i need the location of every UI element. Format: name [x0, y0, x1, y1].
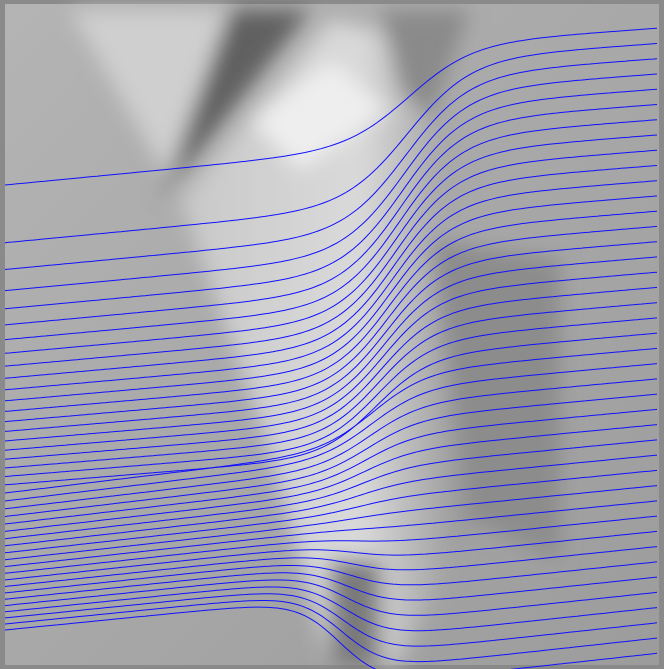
page: (() => { const g = document.getElementBy…: [0, 0, 664, 669]
streamline-view: [0, 0, 664, 669]
relief-patch: [330, 560, 380, 665]
